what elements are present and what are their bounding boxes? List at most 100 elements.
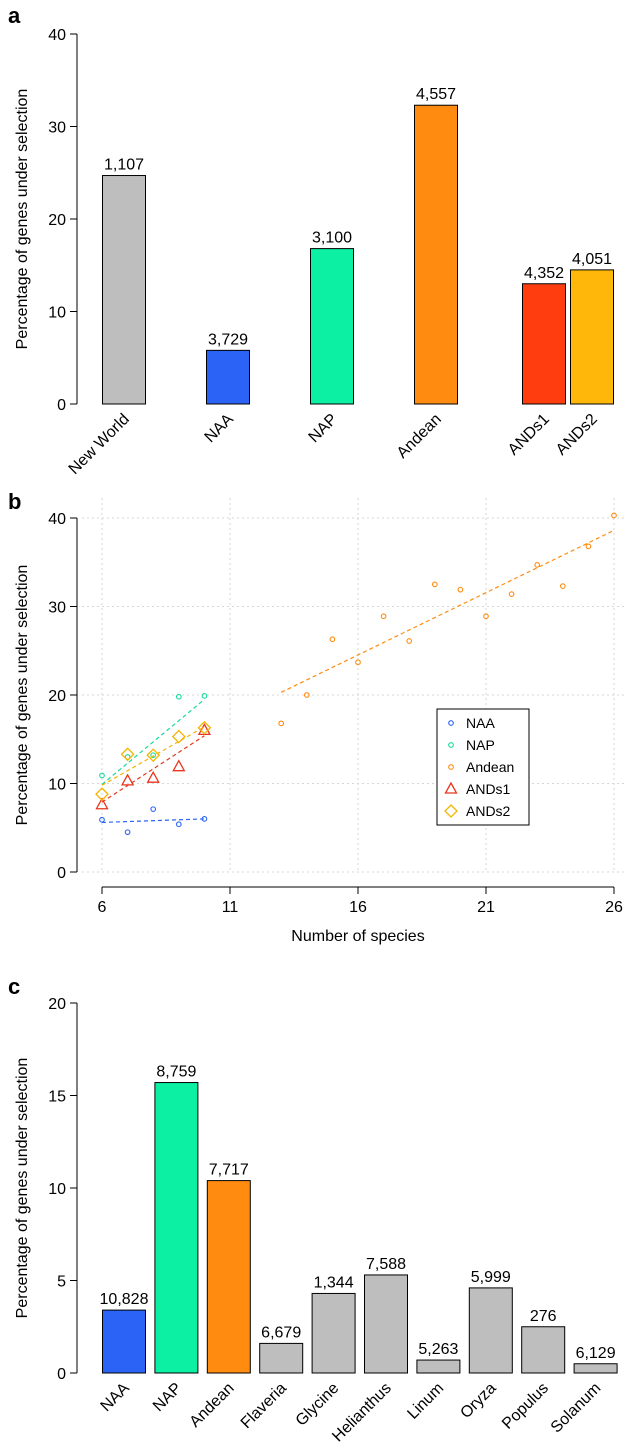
c-x-tick-label-andean: Andean <box>187 1380 238 1431</box>
b-point-nap-1 <box>124 754 131 760</box>
a-data-label-naa: 3,729 <box>208 331 248 348</box>
b-point-andean-0 <box>278 720 285 727</box>
c-x-tick-label-flaveria: Flaveria <box>238 1380 290 1432</box>
b-point-nap-0 <box>99 772 105 779</box>
b-point-andean-13 <box>611 512 617 519</box>
b-point-ands2-1 <box>120 747 135 762</box>
c-y-tick-label-0: 0 <box>57 1366 66 1383</box>
b-point-ands1-0 <box>95 797 109 810</box>
b-x-tick-label-16: 16 <box>349 899 367 916</box>
b-point-andean-10 <box>534 562 541 568</box>
a-x-tick-label-ands2: ANDs2 <box>553 411 601 459</box>
a-y-tick-label-10: 10 <box>48 305 66 322</box>
b-legend-label-ands2: ANDs2 <box>466 803 511 819</box>
b-point-andean-6 <box>431 581 438 588</box>
b-y-tick-label-40: 40 <box>48 511 66 528</box>
c-bar-andean <box>206 1180 251 1374</box>
b-point-ands2-0 <box>95 787 109 802</box>
a-bar-naa <box>206 349 250 405</box>
b-y-tick-label-0: 0 <box>57 865 66 882</box>
c-bar-populus <box>521 1326 566 1374</box>
c-bar-oryza <box>468 1287 513 1374</box>
b-point-andean-9 <box>508 591 515 597</box>
a-x-tick-label-andean: Andean <box>394 411 445 462</box>
c-data-label-oryza: 5,999 <box>471 1269 511 1286</box>
a-x-tick-label-ands1: ANDs1 <box>505 411 553 459</box>
b-legend-marker-nap <box>448 742 454 748</box>
a-data-label-andean: 4,557 <box>416 86 456 103</box>
b-legend-marker-ands1 <box>444 781 458 794</box>
c-y-axis-label: Percentage of genes under selection <box>14 1058 31 1319</box>
b-y-tick-label-20: 20 <box>48 688 66 705</box>
a-data-label-new-world: 1,107 <box>104 157 144 174</box>
b-point-andean-11 <box>559 583 566 589</box>
a-bar-ands1 <box>522 283 566 405</box>
c-bar-helianthus <box>364 1274 408 1374</box>
b-point-ands2-3 <box>171 729 186 744</box>
c-data-label-naa: 10,828 <box>100 1291 149 1308</box>
a-bar-ands2 <box>570 269 614 405</box>
a-data-label-nap: 3,100 <box>312 230 352 247</box>
c-data-label-glycine: 1,344 <box>314 1274 354 1291</box>
c-data-label-populus: 276 <box>530 1308 557 1325</box>
c-x-tick-label-solanum: Solanum <box>548 1380 605 1437</box>
b-trend-ands2 <box>101 726 205 786</box>
c-y-tick-label-5: 5 <box>57 1274 66 1291</box>
c-data-label-helianthus: 7,588 <box>366 1256 406 1273</box>
b-y-axis-label: Percentage of genes under selection <box>14 565 31 826</box>
b-x-tick-label-21: 21 <box>477 899 495 916</box>
c-bar-solanum <box>573 1363 618 1374</box>
b-point-andean-8 <box>483 613 489 620</box>
c-x-tick-label-oryza: Oryza <box>457 1380 499 1422</box>
b-legend-marker-naa <box>448 720 454 726</box>
panel-label-a: a <box>8 3 21 28</box>
a-bar-nap <box>310 248 354 405</box>
b-point-ands1-2 <box>146 770 160 783</box>
b-x-tick-label-6: 6 <box>98 899 107 916</box>
b-point-andean-12 <box>585 543 592 550</box>
b-x-tick-label-11: 11 <box>222 899 239 916</box>
b-point-naa-1 <box>124 829 131 836</box>
a-y-tick-label-30: 30 <box>48 120 66 137</box>
b-point-nap-4 <box>201 693 208 699</box>
b-point-andean-1 <box>303 692 310 698</box>
b-x-axis-label: Number of species <box>291 928 424 945</box>
c-bar-nap <box>154 1082 199 1374</box>
c-bar-glycine <box>311 1292 356 1374</box>
b-trend-ands1 <box>101 735 205 803</box>
c-x-tick-label-nap: NAP <box>150 1380 185 1415</box>
c-data-label-nap: 8,759 <box>156 1064 196 1081</box>
b-y-tick-label-10: 10 <box>48 777 66 794</box>
b-point-ands1-1 <box>121 773 135 786</box>
panel-label-c: c <box>8 974 21 999</box>
c-y-tick-label-10: 10 <box>48 1181 66 1198</box>
a-x-tick-label-new-world: New World <box>66 411 133 478</box>
b-trend-naa <box>101 818 205 824</box>
b-legend-marker-ands2 <box>444 804 458 818</box>
b-legend-label-nap: NAP <box>466 737 495 753</box>
a-y-tick-label-40: 40 <box>48 27 66 44</box>
b-legend-label-naa: NAA <box>466 715 495 731</box>
b-point-nap-2 <box>150 752 157 759</box>
b-trend-andean <box>280 529 615 693</box>
b-point-ands2-2 <box>146 748 161 763</box>
a-x-tick-label-naa: NAA <box>202 411 238 447</box>
a-y-tick-label-20: 20 <box>48 212 66 229</box>
a-y-axis-label: Percentage of genes under selection <box>14 89 31 350</box>
b-point-ands1-3 <box>172 759 186 772</box>
c-bar-linum <box>416 1359 461 1374</box>
b-trend-nap <box>101 698 205 785</box>
b-legend-marker-andean <box>448 764 454 770</box>
a-bar-new-world <box>102 175 146 405</box>
c-bar-naa <box>102 1309 146 1374</box>
b-point-ands2-4 <box>197 720 212 735</box>
b-point-andean-7 <box>457 586 464 593</box>
b-point-naa-0 <box>99 816 105 823</box>
b-point-andean-5 <box>406 638 413 644</box>
panel-label-b: b <box>8 489 22 514</box>
b-point-naa-2 <box>150 806 157 813</box>
c-data-label-linum: 5,263 <box>418 1341 458 1358</box>
b-y-tick-label-30: 30 <box>48 600 66 617</box>
b-x-tick-label-26: 26 <box>605 899 623 916</box>
